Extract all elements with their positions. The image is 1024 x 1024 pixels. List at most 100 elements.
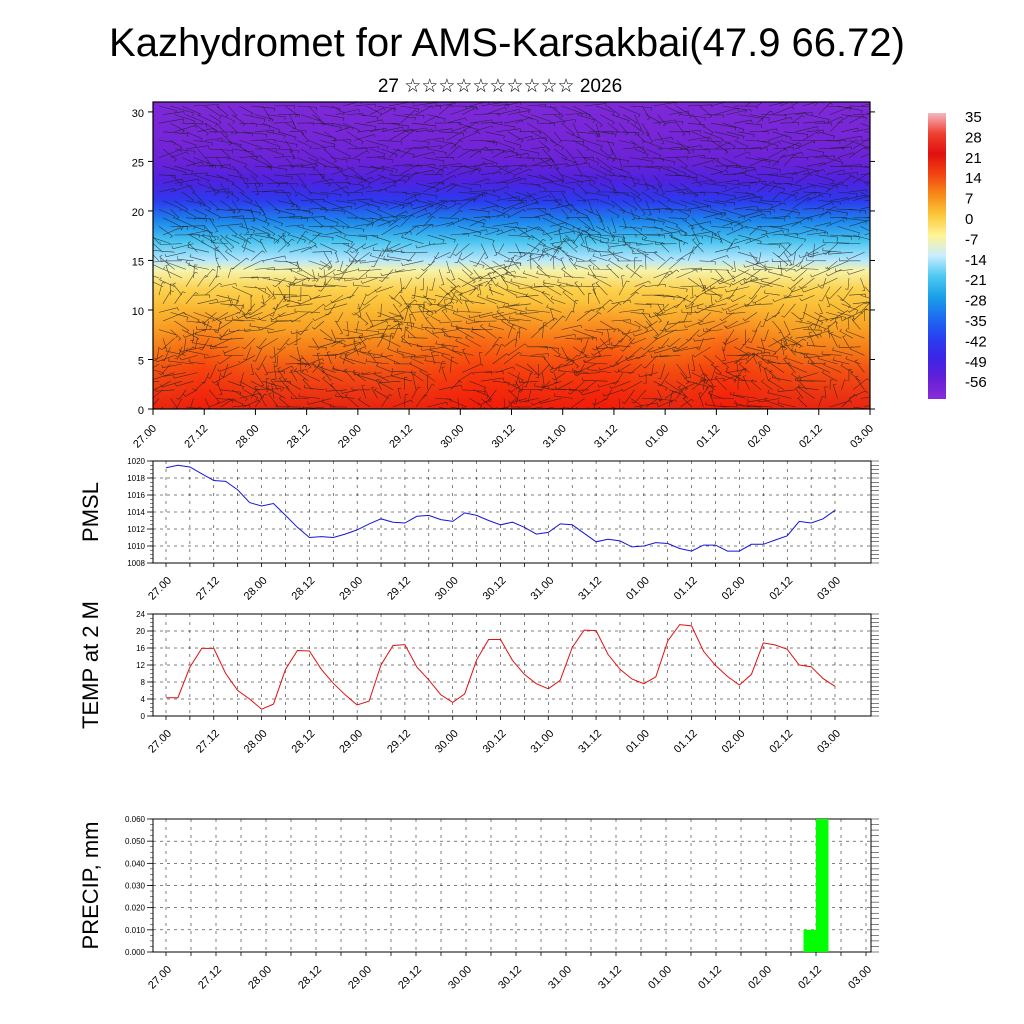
cross-section-x-axis: 27.00 27.12 28.00 28.12 29.00 29.12 30.00 30.12… xyxy=(131,409,876,451)
x-tick-label: 30.00 xyxy=(438,423,466,451)
temp-x-tick-label: 30.00 xyxy=(433,728,461,756)
x-tick-label: 30.12 xyxy=(490,423,518,451)
pmsl-x-tick-label: 28.00 xyxy=(242,575,270,603)
pmsl-x-tick-label: 01.12 xyxy=(672,575,700,603)
precip-x-tick-label: 02.00 xyxy=(746,964,774,992)
temp-x-tick-label: 02.12 xyxy=(767,728,795,756)
colorbar-label: -7 xyxy=(965,231,978,248)
pmsl-x-tick-label: 30.00 xyxy=(433,575,461,603)
pmsl-x-tick-label: 01.00 xyxy=(624,575,652,603)
temp-y-tick-label: 16 xyxy=(136,644,145,653)
x-tick-label: 03.00 xyxy=(848,423,876,451)
temp-y-tick-label: 24 xyxy=(136,610,145,619)
precip-y-tick-label: 0.060 xyxy=(125,815,146,824)
temp-x-tick-label: 01.00 xyxy=(624,728,652,756)
chart-title: Kazhydromet for AMS-Karsakbai(47.9 66.72… xyxy=(109,21,905,65)
pmsl-panel: 1008 1010 1012 1014 1016 1018 1020 27.00 27.12 28… xyxy=(78,457,879,603)
pmsl-x-tick-label: 31.12 xyxy=(576,575,604,603)
colorbar-label: -35 xyxy=(965,313,987,330)
temp-x-tick-label: 02.00 xyxy=(720,728,748,756)
temp-y-tick-label: 0 xyxy=(141,712,146,721)
x-tick-label: 28.00 xyxy=(234,423,262,451)
precip-y-tick-label: 0.000 xyxy=(125,948,146,957)
x-tick-label: 31.00 xyxy=(541,423,569,451)
precip-x-tick-label: 29.12 xyxy=(396,964,424,992)
temp-x-tick-label: 27.00 xyxy=(146,728,174,756)
precip-bar xyxy=(803,929,816,952)
x-tick-label: 02.12 xyxy=(797,423,825,451)
colorbar-label: 7 xyxy=(965,191,973,208)
pmsl-axis-title: PMSL xyxy=(78,482,103,542)
precip-bar xyxy=(816,819,829,952)
temp-panel: 0 4 8 12 16 20 24 27.00 27.12 28.00 28.12 29.00 29.1… xyxy=(78,601,879,756)
temp-x-tick-label: 31.00 xyxy=(528,728,556,756)
x-tick-label: 01.12 xyxy=(695,423,723,451)
precip-x-tick-label: 28.00 xyxy=(246,964,274,992)
wind-barb-field xyxy=(153,102,870,409)
temp-x-tick-label: 29.12 xyxy=(385,728,413,756)
precip-y-tick-label: 0.040 xyxy=(125,859,146,868)
y-tick-label: 5 xyxy=(138,355,144,367)
y-tick-label: 30 xyxy=(132,108,144,120)
x-tick-label: 29.12 xyxy=(387,423,415,451)
temp-x-tick-label: 28.12 xyxy=(290,728,318,756)
pmsl-y-tick-label: 1016 xyxy=(127,491,145,500)
y-tick-label: 20 xyxy=(132,207,144,219)
pmsl-x-tick-label: 28.12 xyxy=(290,575,318,603)
x-tick-label: 27.12 xyxy=(182,423,210,451)
precip-axis-title: PRECIP, mm xyxy=(78,822,103,950)
colorbar-label: -49 xyxy=(965,354,987,371)
precip-y-tick-label: 0.010 xyxy=(125,926,146,935)
wind-barbs xyxy=(153,102,870,409)
precip-x-tick-label: 31.12 xyxy=(596,964,624,992)
temp-y-tick-label: 8 xyxy=(141,678,146,687)
pmsl-y-tick-label: 1018 xyxy=(127,474,145,483)
temp-x-tick-label: 03.00 xyxy=(815,728,843,756)
pmsl-x-tick-label: 02.12 xyxy=(767,575,795,603)
pmsl-x-tick-label: 30.12 xyxy=(481,575,509,603)
colorbar-label: -28 xyxy=(965,293,987,310)
colorbar: 35 28 21 14 7 0 -7 -14 -21 -28 -35 -42 -49 -56 xyxy=(928,109,987,399)
pmsl-y-tick-label: 1020 xyxy=(127,457,145,466)
y-tick-label: 0 xyxy=(138,405,144,417)
cross-section-y-axis: 0 5 10 15 20 25 30 xyxy=(132,108,875,417)
precip-y-tick-label: 0.050 xyxy=(125,837,146,846)
pmsl-y-tick-label: 1010 xyxy=(127,542,145,551)
pmsl-y-tick-label: 1012 xyxy=(127,525,145,534)
colorbar-label: -42 xyxy=(965,333,987,350)
pmsl-x-tick-label: 27.12 xyxy=(194,575,222,603)
colorbar-label: 14 xyxy=(965,170,982,187)
precip-x-tick-label: 30.12 xyxy=(496,964,524,992)
precip-x-tick-label: 28.12 xyxy=(296,964,324,992)
temp-x-tick-label: 28.00 xyxy=(242,728,270,756)
precip-x-tick-label: 31.00 xyxy=(546,964,574,992)
precip-x-tick-label: 01.00 xyxy=(646,964,674,992)
colorbar-label: -56 xyxy=(965,374,987,391)
temp-x-tick-label: 29.00 xyxy=(337,728,365,756)
temp-y-tick-label: 12 xyxy=(136,661,145,670)
temp-axis-title: TEMP at 2 M xyxy=(78,601,103,729)
pmsl-y-tick-label: 1008 xyxy=(127,559,145,568)
temp-x-tick-label: 30.12 xyxy=(481,728,509,756)
temp-y-tick-label: 4 xyxy=(141,695,146,704)
colorbar-label: 0 xyxy=(965,211,973,228)
precip-x-tick-label: 27.00 xyxy=(146,964,174,992)
x-tick-label: 29.00 xyxy=(336,423,364,451)
colorbar-bar xyxy=(928,113,946,399)
precip-x-tick-label: 27.12 xyxy=(196,964,224,992)
pmsl-line xyxy=(165,464,836,552)
pmsl-x-tick-label: 31.00 xyxy=(528,575,556,603)
pmsl-y-tick-label: 1014 xyxy=(127,508,145,517)
pmsl-x-tick-label: 29.00 xyxy=(337,575,365,603)
temp-x-tick-label: 31.12 xyxy=(576,728,604,756)
colorbar-label: 21 xyxy=(965,150,982,167)
temp-x-tick-label: 27.12 xyxy=(194,728,222,756)
precip-x-tick-label: 03.00 xyxy=(846,964,874,992)
cross-section-panel: 0 5 10 15 20 25 30 27.00 27.12 28.00 28.12 29.00 29… xyxy=(131,101,876,451)
precip-y-tick-label: 0.030 xyxy=(125,882,146,891)
chart-subtitle: 27 ☆☆☆☆☆☆☆☆☆☆ 2026 xyxy=(378,76,622,97)
colorbar-label: 28 xyxy=(965,129,982,146)
x-tick-label: 02.00 xyxy=(746,423,774,451)
pmsl-x-tick-label: 03.00 xyxy=(815,575,843,603)
x-tick-label: 01.00 xyxy=(643,423,671,451)
